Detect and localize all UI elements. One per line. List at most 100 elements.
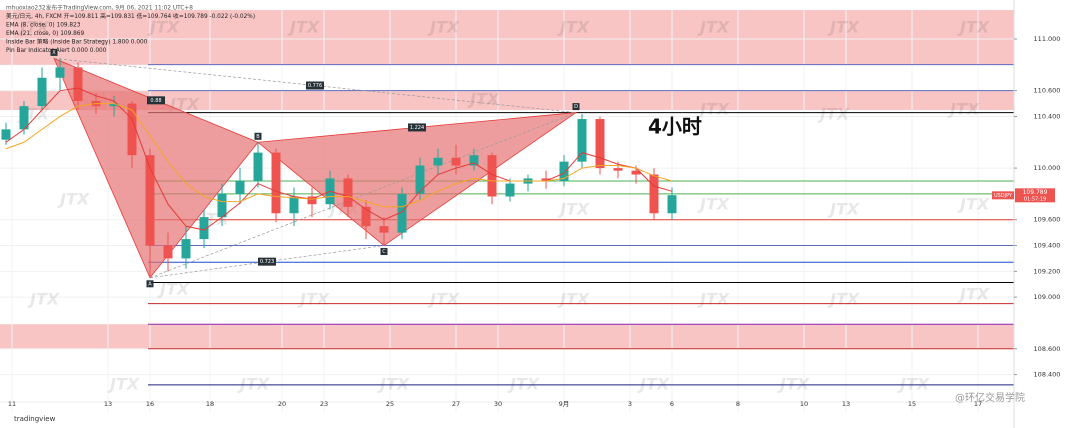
symbol-tag: USDJPY: [994, 193, 1013, 199]
candle-body: [109, 103, 119, 107]
candle-body: [343, 178, 353, 207]
watermark: JTX: [827, 200, 860, 219]
watermark: JTX: [897, 375, 930, 394]
ratio-label: 0.88: [150, 98, 161, 104]
ratio-label: 0.776: [308, 83, 322, 89]
candle-body: [433, 157, 443, 166]
x-tick-label: 30: [494, 400, 502, 408]
candle-body: [271, 152, 281, 214]
candle-body: [127, 103, 137, 156]
candle-body: [289, 196, 299, 214]
candle-body: [505, 183, 515, 197]
watermark: JTX: [557, 200, 590, 219]
candle-body: [451, 157, 461, 166]
watermark: JTX: [427, 290, 460, 309]
y-tick-label: 108.600: [1034, 345, 1061, 353]
y-tick-label: 110.000: [1034, 164, 1061, 172]
x-tick-label: 16: [146, 400, 154, 408]
candle-body: [163, 245, 173, 259]
symbol-tag-box: [992, 191, 1014, 200]
candle-body: [307, 196, 317, 205]
watermark: JTX: [827, 290, 860, 309]
x-tick-label: 17: [974, 400, 982, 408]
x-tick-label: 6: [670, 400, 674, 408]
watermark: JTX: [947, 100, 980, 119]
x-tick-label: 20: [278, 400, 286, 408]
zone: [0, 324, 1014, 349]
watermark: JTX: [157, 280, 190, 299]
y-tick-label: 110.600: [1034, 87, 1061, 95]
watermark: JTX: [697, 100, 730, 119]
x-tick-label: 23: [320, 400, 328, 408]
point-box: [50, 48, 58, 56]
price-axis: [1014, 0, 1080, 428]
x-tick-label: 27: [452, 400, 460, 408]
point-label: X: [52, 50, 56, 56]
watermark: JTX: [557, 290, 590, 309]
pattern-leg: [149, 112, 577, 279]
point-box: [572, 103, 580, 111]
x-tick-label: 13: [842, 400, 850, 408]
y-tick-label: 109.000: [1034, 293, 1061, 301]
candle-body: [631, 170, 641, 175]
candle-body: [469, 155, 479, 166]
price-tag-label: 109.789: [1023, 189, 1048, 196]
pattern-leg: [149, 245, 385, 279]
watermark: JTX: [637, 375, 670, 394]
ratio-box: [408, 123, 426, 132]
zone: [0, 90, 1014, 111]
candle-body: [181, 239, 191, 259]
ratio-box: [306, 81, 324, 90]
candle-body: [613, 168, 623, 171]
watermark: JTX: [297, 290, 330, 309]
x-tick-label: 15: [908, 400, 916, 408]
watermark: JTX: [377, 375, 410, 394]
candle-body: [253, 152, 263, 181]
y-tick-label: 111.000: [1034, 35, 1061, 43]
candle-body: [19, 106, 29, 130]
y-tick-label: 108.400: [1034, 371, 1061, 379]
header-line: mhuoxiao232发布于TradingView.com, 9月 06, 20…: [6, 4, 193, 12]
candle-body: [595, 119, 605, 169]
x-tick-label: 3: [628, 400, 632, 408]
watermark: JTX: [957, 195, 990, 214]
watermark: JTX: [957, 285, 990, 304]
candle-body: [1, 129, 11, 140]
ratio-box: [258, 257, 276, 266]
watermark: JTX: [817, 105, 850, 124]
watermark: JTX: [237, 375, 270, 394]
candle-body: [235, 180, 245, 194]
x-tick-label: 10: [800, 400, 808, 408]
watermark: JTX: [557, 18, 590, 37]
zone: [0, 10, 1014, 65]
x-tick-label: 11: [8, 400, 16, 408]
header-line: 美元/日元, 4h, FXCM 开=109.811 高=109.831 低=10…: [6, 12, 255, 20]
candle-body: [487, 155, 497, 197]
watermark: JTX: [147, 18, 180, 37]
candle-body: [577, 119, 587, 162]
candle-body: [361, 206, 371, 227]
candle-body: [145, 155, 155, 246]
ratio-label: 1.224: [410, 125, 424, 131]
ratio-box: [147, 96, 165, 105]
ratio-label: 0.723: [260, 259, 274, 265]
credit: @环亿交易学院: [955, 391, 1025, 404]
x-tick-label: 25: [386, 400, 394, 408]
candle-body: [397, 193, 407, 233]
watermark: JTX: [27, 290, 60, 309]
watermark: JTX: [697, 290, 730, 309]
price-tag-countdown: 01:57:19: [1024, 196, 1046, 202]
watermark: JTX: [287, 18, 320, 37]
point-label: C: [382, 249, 386, 255]
watermark: JTX: [427, 18, 460, 37]
y-tick-label: 109.600: [1034, 216, 1061, 224]
header-line: EMA (21, close, 0) 109.869: [6, 31, 84, 37]
x-tick-label: 9月: [559, 400, 570, 408]
watermark: JTX: [507, 375, 540, 394]
ema-line: [5, 87, 673, 231]
point-box: [380, 248, 388, 256]
watermark: JTX: [957, 18, 990, 37]
x-tick-label: 8: [736, 400, 740, 408]
watermark: JTX: [17, 18, 50, 37]
